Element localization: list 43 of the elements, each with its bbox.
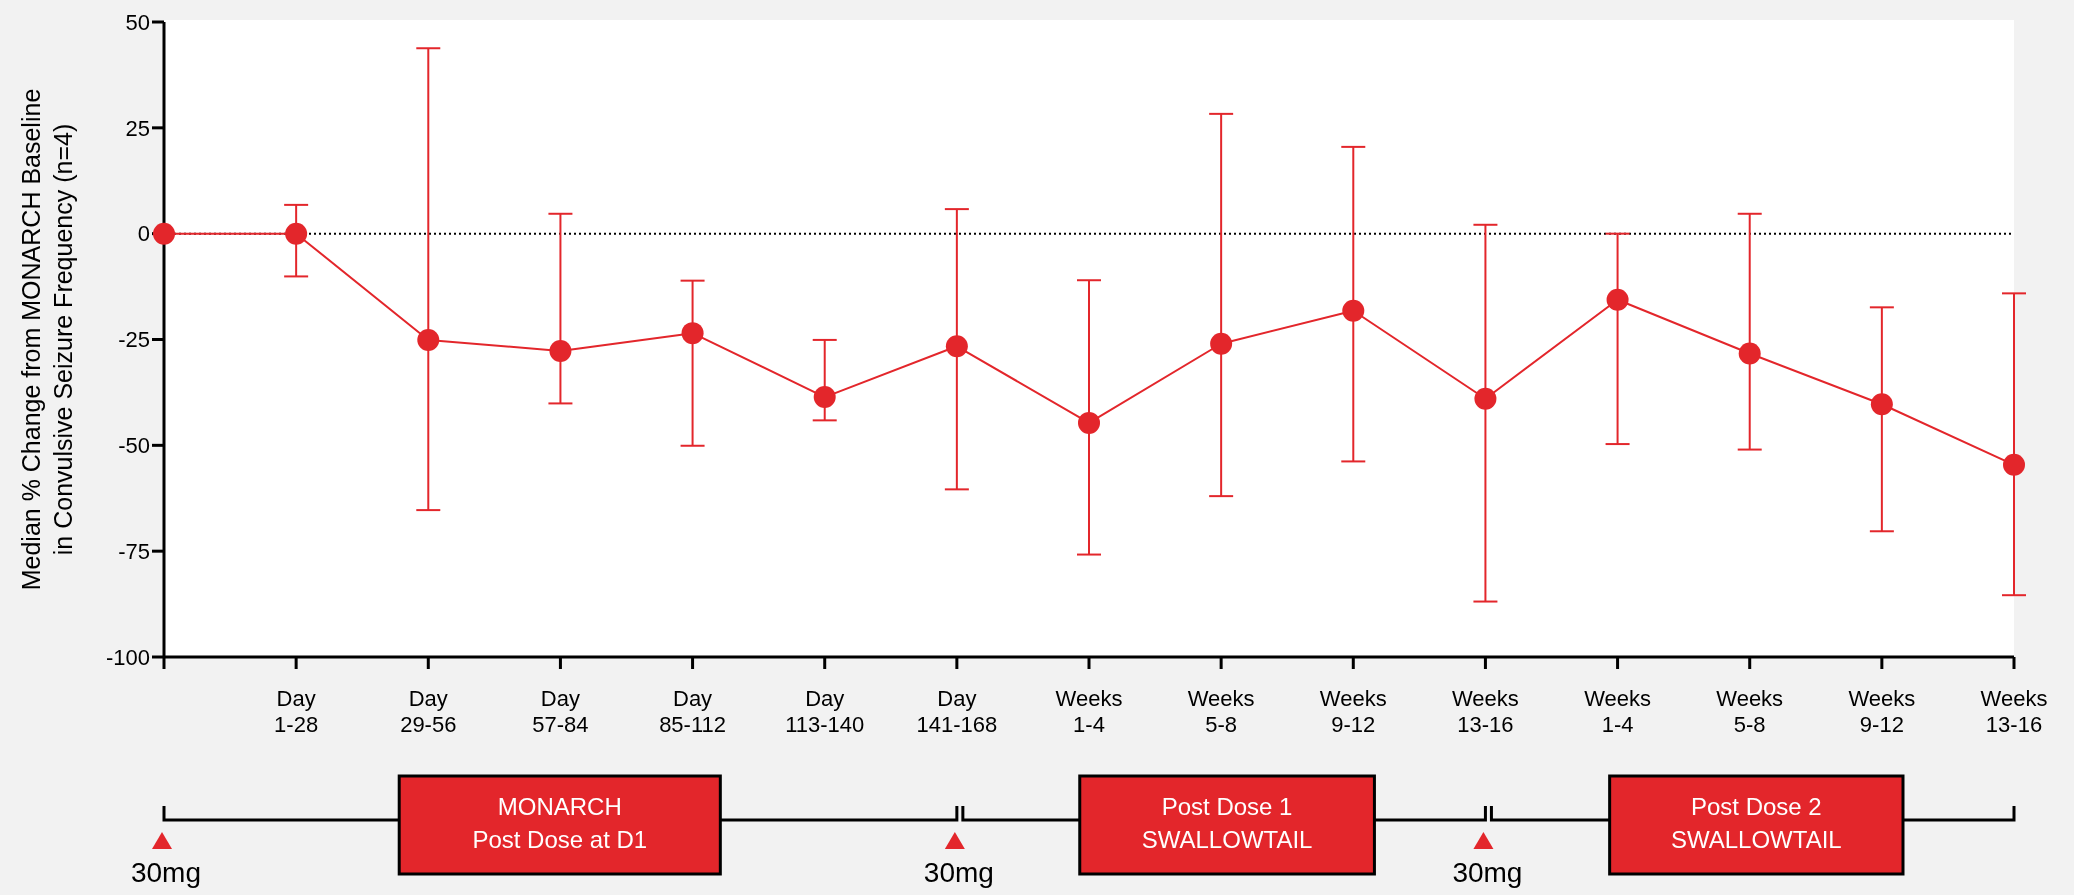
- text: Post Dose 2 SWALLOWTAIL: [1670, 793, 1842, 853]
- point: [813, 386, 836, 409]
- x-tick-label: Weeks 5-8: [1187, 686, 1255, 737]
- y-tick-label: -50: [118, 433, 150, 459]
- x-tick-label: Weeks 9-12: [1319, 686, 1387, 737]
- text: 30mg: [1452, 857, 1523, 888]
- point: [681, 322, 704, 345]
- x-tick-label: Day 113-140: [785, 686, 865, 737]
- y-axis-title: Median % Change from MONARCH Baseline in Convulsive Seizure Frequency (n=4): [17, 88, 77, 591]
- x-tick-label: Weeks 9-12: [1848, 686, 1916, 737]
- y-tick-label: -75: [118, 538, 150, 564]
- point: [285, 222, 308, 245]
- text: 30mg: [130, 857, 202, 888]
- y-tick-label: -25: [118, 327, 150, 353]
- point: [1870, 393, 1893, 416]
- point: [2003, 453, 2025, 476]
- point: [153, 222, 175, 245]
- y-tick-label: 50: [125, 9, 150, 35]
- x-tick-label: Day 85-112: [659, 686, 727, 737]
- point: [945, 335, 968, 358]
- text: MONARCH Post Dose at D1: [472, 793, 648, 853]
- text: 30mg: [923, 857, 994, 888]
- y-tick-label: 25: [125, 115, 150, 141]
- y-tick-label: -100: [105, 644, 150, 670]
- x-tick-label: Weeks 13-16: [1980, 686, 2048, 737]
- x-tick-label: Day 1-28: [274, 686, 319, 737]
- x-tick-label: Day 29-56: [400, 686, 457, 737]
- point: [417, 328, 440, 351]
- text: Post Dose 1 SWALLOWTAIL: [1141, 793, 1313, 853]
- point: [1342, 299, 1365, 322]
- point: [1474, 387, 1497, 410]
- point: [549, 339, 572, 362]
- x-tick-label: Weeks 5-8: [1716, 686, 1784, 737]
- x-tick-label: Weeks 1-4: [1055, 686, 1123, 737]
- x-tick-label: Weeks 1-4: [1584, 686, 1651, 737]
- x-tick-label: Weeks 13-16: [1452, 686, 1519, 737]
- x-tick-label: Day 57-84: [532, 686, 589, 737]
- point: [1738, 342, 1761, 365]
- point: [1078, 411, 1100, 434]
- point: [1606, 288, 1629, 311]
- point: [1210, 332, 1233, 355]
- x-tick-label: Day 141-168: [916, 686, 998, 737]
- y-tick-label: 0: [137, 221, 150, 247]
